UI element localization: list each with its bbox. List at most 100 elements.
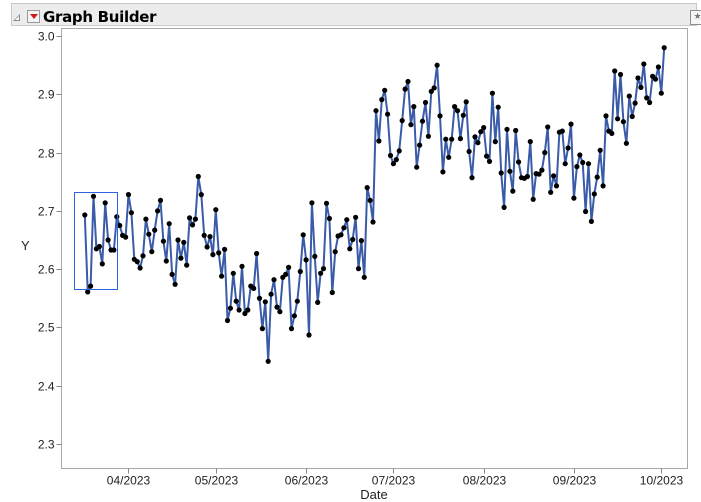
data-point[interactable] [227, 305, 233, 311]
data-point[interactable] [288, 326, 295, 332]
data-point[interactable] [274, 304, 280, 310]
data-point[interactable] [387, 152, 394, 159]
data-point[interactable] [615, 116, 621, 122]
data-point[interactable] [358, 238, 364, 244]
data-point[interactable] [140, 253, 146, 259]
data-point[interactable] [102, 200, 108, 206]
data-point[interactable] [268, 291, 274, 297]
data-point[interactable] [661, 45, 667, 51]
data-point[interactable] [647, 99, 653, 106]
data-point[interactable] [466, 148, 472, 155]
data-point[interactable] [635, 75, 641, 81]
selection-rectangle[interactable] [74, 192, 118, 290]
data-point[interactable] [562, 161, 568, 167]
data-point[interactable] [516, 159, 522, 165]
data-point[interactable] [224, 317, 231, 324]
data-point[interactable] [262, 299, 268, 305]
data-point[interactable] [184, 262, 190, 268]
data-point[interactable] [385, 111, 391, 117]
data-point[interactable] [254, 250, 260, 257]
data-point[interactable] [207, 234, 213, 240]
data-point[interactable] [338, 232, 344, 238]
data-point[interactable] [609, 130, 615, 136]
data-point[interactable] [440, 169, 446, 175]
data-point[interactable] [655, 64, 662, 70]
data-point[interactable] [175, 237, 181, 243]
data-point[interactable] [510, 188, 516, 194]
data-point[interactable] [443, 136, 449, 142]
data-point[interactable] [216, 250, 222, 256]
data-point[interactable] [370, 219, 376, 225]
data-point[interactable] [367, 197, 373, 203]
data-point[interactable] [542, 150, 548, 156]
data-point[interactable] [408, 122, 414, 128]
data-point[interactable] [565, 145, 571, 151]
data-point[interactable] [382, 87, 388, 93]
data-point[interactable] [580, 159, 586, 166]
data-point[interactable] [574, 164, 580, 170]
data-point[interactable] [105, 237, 111, 243]
data-point[interactable] [149, 249, 155, 255]
data-point[interactable] [192, 216, 198, 222]
data-point[interactable] [251, 285, 257, 291]
data-point[interactable] [256, 295, 263, 301]
data-point[interactable] [644, 95, 650, 101]
data-point[interactable] [137, 265, 143, 271]
data-point[interactable] [245, 307, 251, 313]
data-point[interactable] [222, 246, 228, 252]
data-point[interactable] [486, 158, 493, 164]
data-point[interactable] [134, 259, 140, 265]
red-triangle-menu-icon[interactable] [27, 10, 40, 23]
data-point[interactable] [411, 104, 417, 110]
data-point[interactable] [539, 167, 545, 173]
data-point[interactable] [259, 326, 265, 332]
data-point[interactable] [204, 244, 210, 250]
data-point[interactable] [271, 277, 277, 283]
data-point[interactable] [402, 86, 408, 92]
data-point[interactable] [428, 88, 434, 94]
data-point[interactable] [373, 108, 379, 114]
data-point[interactable] [341, 225, 347, 231]
data-point[interactable] [300, 232, 306, 238]
disclosure-triangle-icon[interactable] [13, 14, 20, 21]
data-point[interactable] [114, 214, 120, 220]
data-point[interactable] [303, 257, 309, 263]
graph-builder-header[interactable]: Graph Builder ★ [11, 3, 701, 26]
data-point[interactable] [623, 140, 630, 146]
data-point[interactable] [600, 183, 606, 189]
data-point[interactable] [213, 207, 219, 213]
data-point[interactable] [585, 161, 592, 167]
data-point[interactable] [239, 263, 245, 269]
data-point[interactable] [283, 271, 289, 277]
data-point[interactable] [146, 231, 152, 237]
data-point[interactable] [597, 147, 603, 153]
data-point[interactable] [513, 127, 519, 134]
data-point[interactable] [501, 204, 507, 210]
data-point[interactable] [449, 136, 455, 142]
data-point[interactable] [452, 104, 458, 110]
data-point[interactable] [489, 90, 495, 96]
data-point[interactable] [347, 246, 353, 252]
data-point[interactable] [155, 208, 161, 214]
data-point[interactable] [210, 252, 216, 258]
series-points[interactable] [82, 45, 667, 364]
data-point[interactable] [326, 215, 332, 222]
data-point[interactable] [169, 271, 175, 277]
data-point[interactable] [548, 189, 554, 195]
data-point[interactable] [96, 243, 102, 250]
data-point[interactable] [620, 119, 627, 125]
data-point[interactable] [463, 99, 469, 105]
data-point[interactable] [551, 173, 557, 179]
data-point[interactable] [277, 309, 283, 315]
data-point[interactable] [181, 239, 187, 245]
data-point[interactable] [318, 270, 324, 276]
data-point[interactable] [323, 200, 330, 206]
data-point[interactable] [364, 185, 370, 191]
data-point[interactable] [417, 142, 423, 148]
data-point[interactable] [632, 100, 638, 106]
data-point[interactable] [504, 126, 510, 132]
data-point[interactable] [344, 217, 350, 223]
data-point[interactable] [638, 84, 644, 90]
data-point[interactable] [472, 134, 478, 140]
